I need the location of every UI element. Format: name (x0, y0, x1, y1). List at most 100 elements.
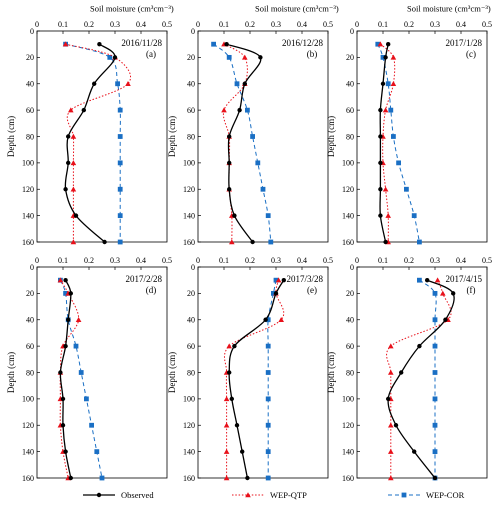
y-tick-label: 120 (183, 185, 195, 194)
data-point-wep-cor (404, 186, 409, 192)
y-tick-label: 160 (183, 238, 195, 247)
data-point-observed (232, 343, 237, 349)
y-tick-label: 80 (26, 132, 34, 141)
panel-date: 2016/12/28 (282, 38, 324, 48)
data-point-observed (378, 134, 383, 139)
series-line-wep-qtp (386, 279, 452, 478)
data-point-wep-cor (226, 54, 232, 60)
data-point-observed (63, 343, 68, 349)
data-point-observed (393, 423, 399, 428)
series-observed (58, 277, 74, 481)
data-point-observed (229, 396, 234, 402)
data-point-observed (60, 396, 66, 402)
x-tick-label: 0.4 (456, 20, 466, 29)
data-point-observed (383, 239, 388, 245)
y-tick-label: 160 (342, 238, 354, 247)
series-line-wep-qtp (380, 43, 396, 243)
x-tick-label: 0.5 (482, 20, 492, 29)
series-line-wep-cor (59, 279, 103, 479)
x-tick-label: 0.2 (245, 20, 255, 29)
x-tick-label: 0.1 (378, 256, 388, 265)
data-point-observed (242, 81, 247, 86)
data-point-observed (380, 81, 386, 86)
y-tick-label: 40 (187, 316, 195, 325)
y-tick-label: 100 (342, 395, 354, 404)
x-tick-label: 0.2 (84, 256, 94, 265)
data-point-observed (63, 449, 68, 454)
x-tick-label: 0 (196, 20, 200, 29)
y-axis-title: Depth (cm) (326, 352, 336, 393)
data-point-wep-qtp (388, 369, 394, 375)
series-line-wep-cor (419, 279, 437, 478)
data-point-wep-qtp (388, 448, 394, 454)
data-point-observed (60, 423, 66, 428)
data-point-observed (263, 317, 268, 322)
data-point-wep-cor (99, 475, 105, 481)
y-axis-title: Depth (cm) (6, 352, 16, 393)
x-tick-label: 0.2 (404, 256, 414, 265)
panel-a: 0 0.1 0.2 0.3 0.4 0.5 0 20 40 60 80 100 120 140 160 Dep… (6, 20, 172, 247)
y-tick-label: 140 (342, 211, 354, 220)
y-tick-label: 20 (346, 53, 354, 62)
legend-marker (245, 492, 251, 498)
data-point-wep-qtp (434, 277, 441, 283)
panel-b: 0 0.1 0.2 0.3 0.4 0.5 0 20 40 60 80 100 120 140 160 Dep… (167, 20, 333, 247)
data-point-observed (66, 160, 71, 166)
x-tick-label: 0.4 (136, 256, 146, 265)
data-point-wep-cor (432, 449, 438, 455)
data-point-observed (102, 239, 107, 245)
top-axis-title: Soil moisture (cm³cm⁻³) (90, 3, 174, 13)
y-tick-label: 140 (342, 447, 354, 456)
y-tick-label: 100 (22, 395, 34, 404)
data-point-wep-qtp (382, 107, 389, 113)
data-point-observed (68, 475, 74, 481)
panel-c: 0 0.1 0.2 0.3 0.4 0.5 0 20 40 60 80 100 120 140 160 Dep… (326, 20, 492, 247)
data-point-observed (245, 475, 250, 481)
y-tick-label: 120 (342, 185, 354, 194)
data-point-wep-cor (432, 343, 438, 349)
y-tick-label: 140 (22, 211, 34, 220)
y-tick-label: 140 (183, 211, 195, 220)
x-tick-label: 0.1 (58, 256, 68, 265)
data-point-wep-cor (265, 475, 271, 481)
panel-label: (a) (146, 49, 156, 59)
series-line-wep-qtp (59, 279, 80, 479)
data-point-wep-cor (84, 396, 89, 402)
data-point-wep-qtp (229, 239, 235, 245)
data-point-wep-qtp (390, 54, 397, 60)
legend-item-observed: Observed (83, 490, 154, 500)
x-tick-label: 0.5 (323, 256, 333, 265)
series-line-wep-cor (267, 280, 277, 478)
data-point-wep-cor (265, 449, 271, 455)
x-tick-label: 0 (355, 256, 359, 265)
data-point-wep-cor (411, 213, 417, 219)
data-point-observed (63, 187, 68, 192)
panel-label: (d) (146, 285, 157, 295)
data-point-wep-cor (432, 422, 438, 428)
data-point-observed (66, 317, 71, 322)
legend-item-wep-cor: WEP-COR (388, 490, 465, 500)
y-tick-label: 140 (22, 447, 34, 456)
x-tick-label: 0.2 (404, 20, 414, 29)
series-observed (227, 277, 286, 481)
data-point-wep-qtp (223, 475, 230, 481)
data-point-observed (240, 449, 245, 454)
x-tick-label: 0.2 (245, 256, 255, 265)
y-tick-label: 40 (346, 80, 354, 89)
data-point-observed (232, 213, 237, 218)
panel-date: 2017/4/15 (445, 274, 482, 284)
series-observed (63, 41, 118, 245)
data-point-wep-qtp (70, 186, 77, 192)
data-point-wep-qtp (382, 186, 389, 192)
plot-frame (36, 30, 168, 243)
data-point-observed (281, 277, 286, 283)
data-point-observed (451, 291, 456, 296)
data-point-wep-cor (265, 422, 271, 428)
data-point-observed (258, 55, 263, 60)
plot-frame (356, 266, 488, 479)
x-tick-label: 0.1 (378, 20, 388, 29)
data-point-wep-qtp (440, 290, 446, 296)
data-point-observed (386, 396, 391, 402)
data-point-wep-cor (271, 290, 276, 296)
data-point-observed (66, 134, 71, 139)
